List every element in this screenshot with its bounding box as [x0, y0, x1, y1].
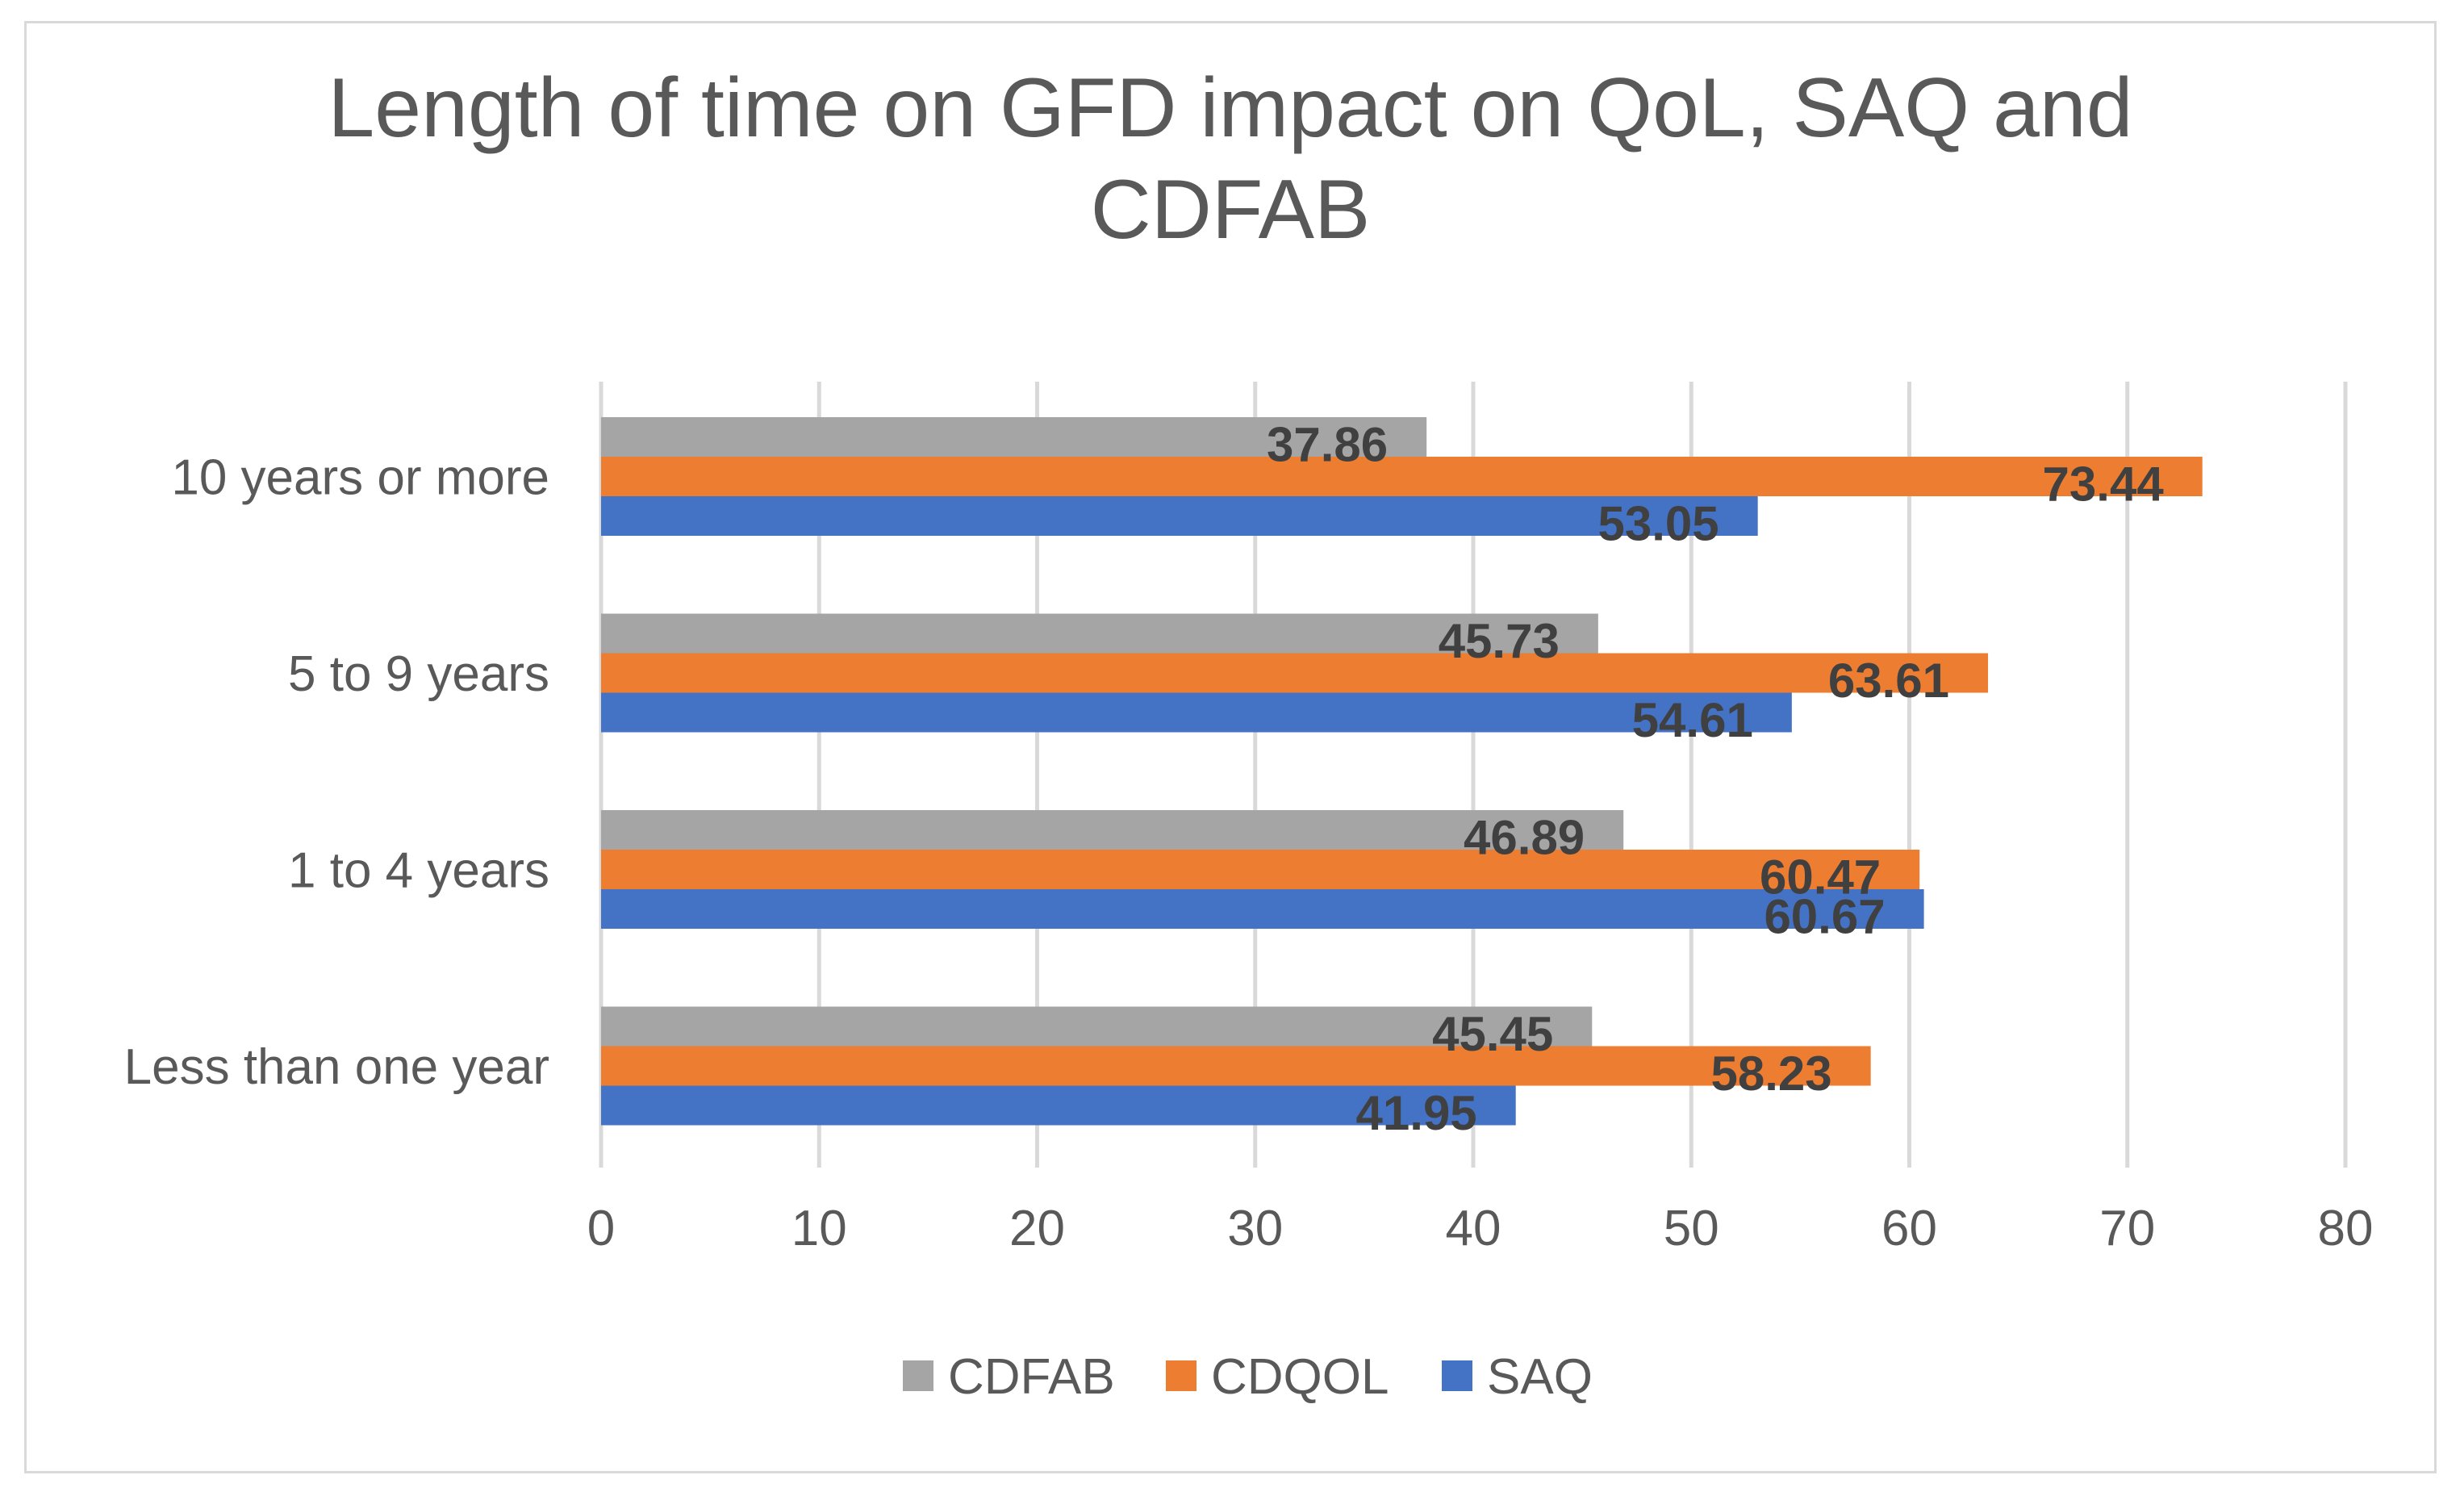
category-axis: 10 years or more 5 to 9 years 1 to 4 years… — [124, 450, 549, 1096]
tick-label-50: 50 — [1664, 1201, 1719, 1256]
tick-label-10: 10 — [791, 1201, 847, 1256]
legend-label-saq: SAQ — [1487, 1349, 1593, 1405]
data-label-cdqol-3: 58.23 — [1711, 1047, 1832, 1101]
tick-label-30: 30 — [1227, 1201, 1283, 1256]
legend-swatch-cdfab — [903, 1360, 933, 1391]
bar-chart: Length of time on GFD impact on QoL, SAQ… — [124, 61, 2374, 1405]
bar-cdfab-1 — [601, 613, 1598, 654]
tick-label-60: 60 — [1881, 1201, 1937, 1256]
tick-label-40: 40 — [1446, 1201, 1501, 1256]
data-label-cdfab-3: 45.45 — [1432, 1007, 1553, 1061]
chart-frame: Length of time on GFD impact on QoL, SAQ… — [24, 21, 2437, 1473]
data-label-cdqol-0: 73.44 — [2043, 458, 2165, 512]
legend-swatch-cdqol — [1166, 1360, 1197, 1391]
data-label-saq-2: 60.67 — [1764, 890, 1885, 944]
tick-label-20: 20 — [1009, 1201, 1065, 1256]
data-label-saq-1: 54.61 — [1632, 693, 1753, 747]
chart-title: Length of time on GFD impact on QoL, SAQ… — [328, 61, 2132, 257]
data-label-saq-3: 41.95 — [1356, 1086, 1477, 1140]
data-label-cdfab-1: 45.73 — [1439, 614, 1560, 668]
legend-swatch-saq — [1442, 1360, 1472, 1391]
tick-label-80: 80 — [2318, 1201, 2374, 1256]
category-label-1: 5 to 9 years — [288, 646, 549, 702]
category-label-3: Less than one year — [124, 1039, 549, 1095]
bar-saq-2 — [601, 889, 1924, 929]
category-label-0: 10 years or more — [171, 450, 549, 506]
bar-cdfab-3 — [601, 1006, 1593, 1047]
data-label-cdfab-0: 37.86 — [1267, 418, 1388, 472]
bar-saq-1 — [601, 692, 1792, 733]
bar-cdqol-0 — [601, 457, 2203, 496]
data-label-cdfab-2: 46.89 — [1464, 811, 1585, 865]
category-label-2: 1 to 4 years — [288, 843, 549, 899]
tick-label-70: 70 — [2099, 1201, 2155, 1256]
data-label-cdqol-1: 63.61 — [1828, 654, 1949, 708]
legend-label-cdfab: CDFAB — [948, 1349, 1115, 1405]
chart-title-line-1: Length of time on GFD impact on QoL, SAQ… — [328, 61, 2132, 155]
legend-label-cdqol: CDQOL — [1211, 1349, 1389, 1405]
bar-cdqol-2 — [601, 850, 1920, 889]
value-axis: 0 10 20 30 40 50 60 70 80 — [587, 1201, 2374, 1256]
tick-label-0: 0 — [587, 1201, 615, 1256]
data-labels: 37.86 73.44 53.05 45.73 63.61 54.61 46.89 60.47… — [1267, 418, 2164, 1141]
bar-cdqol-3 — [601, 1046, 1871, 1086]
data-label-saq-0: 53.05 — [1598, 497, 1719, 551]
data-label-cdqol-2: 60.47 — [1760, 850, 1881, 905]
bar-saq-0 — [601, 496, 1758, 536]
chart-title-line-2: CDFAB — [1091, 163, 1371, 257]
bar-cdqol-1 — [601, 653, 1989, 693]
bar-cdfab-2 — [601, 810, 1624, 850]
legend: CDFAB CDQOL SAQ — [903, 1349, 1593, 1405]
bar-saq-3 — [601, 1085, 1516, 1126]
bars — [601, 417, 2203, 1126]
bar-cdfab-0 — [601, 417, 1427, 457]
